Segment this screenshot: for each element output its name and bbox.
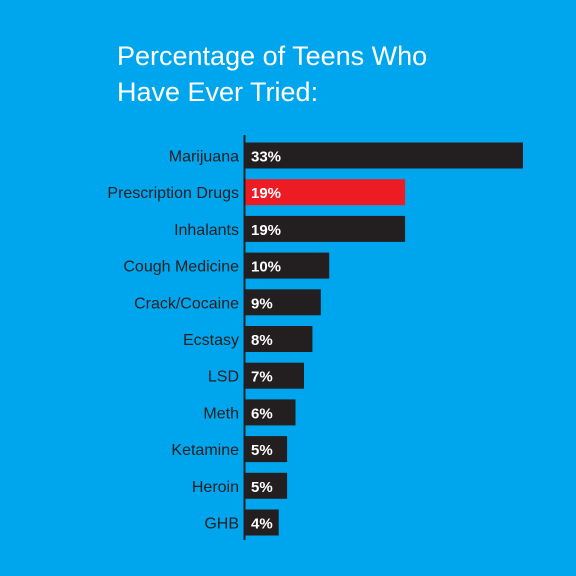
category-label: Meth: [203, 405, 239, 422]
bar-marijuana: [245, 142, 523, 169]
value-label: 5%: [251, 442, 273, 459]
value-label: 33%: [251, 149, 281, 166]
value-label: 7%: [251, 369, 273, 386]
bar-crack-cocaine: [245, 289, 321, 316]
bar-heroin: [245, 472, 288, 499]
category-label: Marijuana: [169, 149, 239, 166]
category-label: Heroin: [192, 479, 239, 496]
category-label: Inhalants: [174, 222, 239, 239]
bar-lsd: [245, 362, 304, 389]
value-label: 19%: [251, 185, 281, 202]
value-label: 6%: [251, 405, 273, 422]
value-label: 5%: [251, 479, 273, 496]
category-label: Cough Medicine: [123, 259, 239, 276]
category-label: Ecstasy: [183, 332, 239, 349]
value-label: 9%: [251, 295, 273, 312]
bar-ketamine: [245, 436, 288, 463]
category-label: GHB: [204, 516, 239, 533]
value-label: 19%: [251, 222, 281, 239]
bar-ecstasy: [245, 326, 313, 352]
category-label: LSD: [208, 369, 239, 386]
category-label: Ketamine: [171, 442, 239, 459]
chart-title-line-2: Have Ever Tried:: [117, 77, 318, 107]
value-label: 8%: [251, 332, 273, 349]
bar-inhalants: [245, 215, 406, 242]
value-label: 4%: [251, 516, 273, 533]
category-label: Crack/Cocaine: [134, 295, 239, 312]
bar-prescription-drugs: [245, 179, 406, 206]
bar-ghb: [245, 509, 279, 536]
value-label: 10%: [251, 259, 281, 276]
chart-title-line-1: Percentage of Teens Who: [117, 41, 427, 71]
bar-cough-medicine: [245, 252, 330, 279]
bar-meth: [245, 399, 296, 426]
bars-group: Marijuana 33% Prescription Drugs 19% Inhalan…: [107, 142, 523, 536]
category-label: Prescription Drugs: [107, 185, 239, 202]
